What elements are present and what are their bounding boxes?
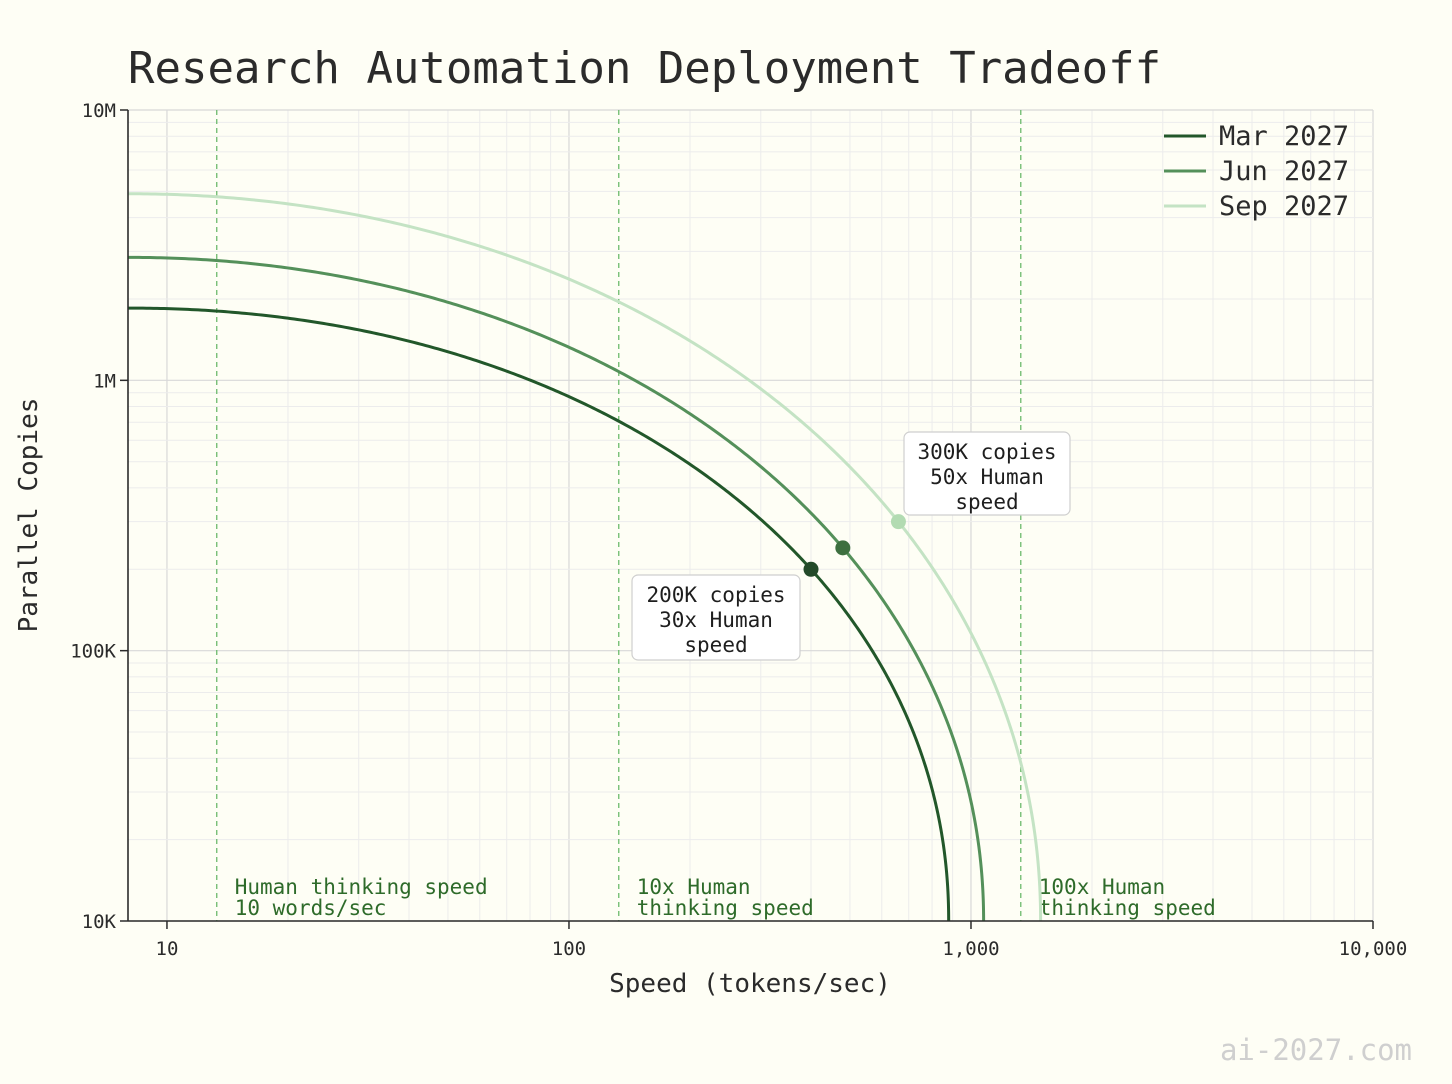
- reference-line-label: 100x Human: [1039, 875, 1165, 899]
- chart-title: Research Automation Deployment Tradeoff: [128, 43, 1161, 94]
- legend-label: Sep 2027: [1219, 191, 1349, 222]
- legend-label: Jun 2027: [1219, 156, 1349, 187]
- y-tick-label: 100K: [70, 641, 116, 663]
- y-tick-label: 10K: [82, 911, 117, 933]
- grid: [128, 109, 1374, 922]
- reference-line-label: 10x Human: [637, 875, 751, 899]
- series-marker-2: [890, 514, 906, 530]
- reference-line-label: Human thinking speed: [235, 875, 488, 899]
- annotation-box: [631, 574, 801, 661]
- annotation-text: 50x Human: [930, 465, 1044, 489]
- annotation-text: 200K copies: [646, 583, 785, 607]
- series-marker-1: [835, 540, 851, 556]
- y-axis-label: Parallel Copies: [14, 398, 44, 633]
- watermark: ai-2027.com: [1220, 1033, 1412, 1067]
- reference-line-label: thinking speed: [637, 896, 814, 920]
- y-tick-label: 1M: [93, 370, 116, 392]
- axes: 10 100 1,000 10,000 10K 100K 1M 10M: [70, 100, 1407, 960]
- annotation-text: speed: [955, 490, 1018, 514]
- x-tick-label: 1,000: [942, 938, 999, 960]
- series-group: [127, 192, 1043, 922]
- legend-label: Mar 2027: [1219, 121, 1349, 152]
- annotation-text: speed: [684, 633, 747, 657]
- annotation-box: [903, 431, 1071, 516]
- reference-line-label: 10 words/sec: [235, 896, 387, 920]
- legend: Mar 2027 Jun 2027 Sep 2027: [1164, 121, 1349, 222]
- x-tick-label: 10,000: [1339, 938, 1408, 960]
- annotation-text: 300K copies: [917, 440, 1056, 464]
- x-axis-label: Speed (tokens/sec): [609, 969, 891, 999]
- series-marker-0: [803, 561, 819, 577]
- series-line-2: [127, 192, 1043, 922]
- x-tick-label: 10: [156, 938, 179, 960]
- reference-line-label: thinking speed: [1039, 896, 1216, 920]
- series-line-1: [127, 255, 986, 921]
- series-line-0: [128, 306, 951, 922]
- annotation-text: 30x Human: [659, 608, 773, 632]
- x-tick-label: 100: [552, 938, 586, 960]
- y-tick-label: 10M: [82, 100, 116, 122]
